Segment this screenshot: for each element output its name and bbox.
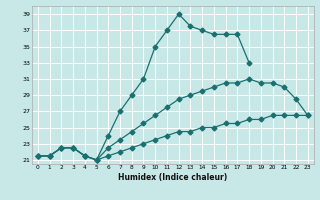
X-axis label: Humidex (Indice chaleur): Humidex (Indice chaleur): [118, 173, 228, 182]
